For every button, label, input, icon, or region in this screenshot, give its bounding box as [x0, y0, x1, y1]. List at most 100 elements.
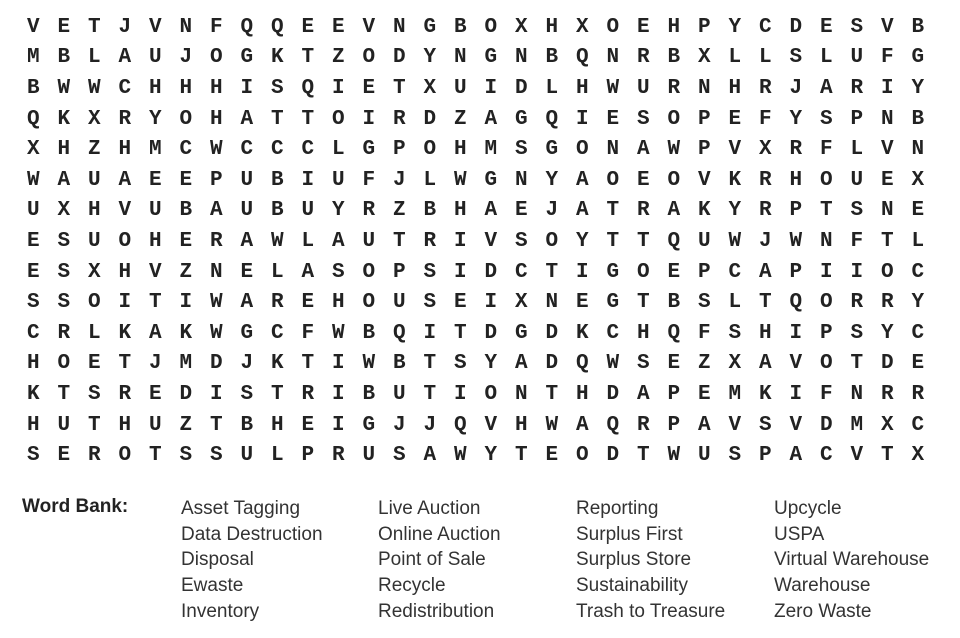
grid-letter[interactable]: X: [26, 138, 40, 162]
grid-letter[interactable]: T: [148, 291, 162, 315]
grid-letter[interactable]: N: [392, 15, 406, 39]
grid-letter[interactable]: G: [240, 46, 254, 70]
grid-letter[interactable]: M: [179, 352, 193, 376]
grid-letter[interactable]: A: [301, 260, 315, 284]
grid-letter[interactable]: W: [362, 352, 376, 376]
grid-letter[interactable]: T: [270, 382, 284, 406]
grid-letter[interactable]: A: [697, 413, 711, 437]
grid-letter[interactable]: H: [667, 15, 681, 39]
grid-letter[interactable]: H: [118, 413, 132, 437]
grid-letter[interactable]: H: [118, 260, 132, 284]
grid-letter[interactable]: F: [362, 168, 376, 192]
grid-letter[interactable]: C: [301, 138, 315, 162]
grid-letter[interactable]: J: [392, 168, 406, 192]
grid-letter[interactable]: L: [911, 229, 925, 253]
grid-letter[interactable]: W: [667, 138, 681, 162]
grid-letter[interactable]: Q: [392, 321, 406, 345]
grid-letter[interactable]: H: [179, 76, 193, 100]
grid-letter[interactable]: C: [270, 138, 284, 162]
grid-letter[interactable]: A: [789, 444, 803, 468]
grid-letter[interactable]: C: [240, 138, 254, 162]
grid-letter[interactable]: R: [880, 291, 894, 315]
grid-letter[interactable]: T: [636, 291, 650, 315]
grid-letter[interactable]: K: [697, 199, 711, 223]
grid-letter[interactable]: W: [606, 76, 620, 100]
grid-letter[interactable]: P: [697, 138, 711, 162]
grid-letter[interactable]: C: [819, 444, 833, 468]
grid-letter[interactable]: K: [758, 382, 772, 406]
grid-letter[interactable]: X: [575, 15, 589, 39]
grid-letter[interactable]: T: [423, 382, 437, 406]
grid-letter[interactable]: E: [362, 76, 376, 100]
grid-letter[interactable]: R: [423, 229, 437, 253]
grid-letter[interactable]: A: [514, 352, 528, 376]
grid-letter[interactable]: U: [240, 199, 254, 223]
grid-letter[interactable]: Z: [87, 138, 101, 162]
grid-letter[interactable]: A: [148, 321, 162, 345]
grid-letter[interactable]: L: [728, 46, 742, 70]
grid-letter[interactable]: T: [392, 76, 406, 100]
grid-letter[interactable]: P: [697, 107, 711, 131]
grid-letter[interactable]: S: [57, 229, 71, 253]
grid-letter[interactable]: A: [484, 107, 498, 131]
grid-letter[interactable]: C: [179, 138, 193, 162]
grid-letter[interactable]: Q: [789, 291, 803, 315]
grid-letter[interactable]: I: [789, 382, 803, 406]
grid-letter[interactable]: V: [789, 413, 803, 437]
grid-letter[interactable]: R: [636, 46, 650, 70]
grid-letter[interactable]: I: [331, 382, 345, 406]
grid-letter[interactable]: Y: [423, 46, 437, 70]
grid-letter[interactable]: S: [392, 444, 406, 468]
grid-letter[interactable]: S: [850, 321, 864, 345]
grid-letter[interactable]: D: [514, 76, 528, 100]
grid-letter[interactable]: R: [87, 444, 101, 468]
grid-letter[interactable]: S: [87, 382, 101, 406]
grid-letter[interactable]: I: [331, 76, 345, 100]
grid-letter[interactable]: Q: [667, 229, 681, 253]
grid-letter[interactable]: U: [26, 199, 40, 223]
grid-letter[interactable]: U: [392, 291, 406, 315]
grid-letter[interactable]: I: [880, 76, 894, 100]
grid-letter[interactable]: O: [606, 168, 620, 192]
grid-letter[interactable]: N: [880, 107, 894, 131]
grid-letter[interactable]: U: [636, 76, 650, 100]
grid-letter[interactable]: T: [850, 352, 864, 376]
grid-letter[interactable]: V: [789, 352, 803, 376]
grid-letter[interactable]: R: [392, 107, 406, 131]
grid-letter[interactable]: H: [57, 138, 71, 162]
grid-letter[interactable]: O: [575, 444, 589, 468]
grid-letter[interactable]: D: [789, 15, 803, 39]
grid-letter[interactable]: O: [118, 229, 132, 253]
grid-letter[interactable]: Y: [545, 168, 559, 192]
grid-letter[interactable]: U: [697, 444, 711, 468]
grid-letter[interactable]: H: [728, 76, 742, 100]
grid-letter[interactable]: B: [667, 46, 681, 70]
grid-letter[interactable]: B: [911, 15, 925, 39]
grid-letter[interactable]: K: [179, 321, 193, 345]
grid-letter[interactable]: O: [667, 107, 681, 131]
grid-letter[interactable]: A: [575, 413, 589, 437]
grid-letter[interactable]: T: [819, 199, 833, 223]
grid-letter[interactable]: G: [606, 260, 620, 284]
grid-letter[interactable]: U: [240, 444, 254, 468]
grid-letter[interactable]: D: [209, 352, 223, 376]
grid-letter[interactable]: B: [57, 46, 71, 70]
grid-letter[interactable]: N: [453, 46, 467, 70]
grid-letter[interactable]: Y: [911, 76, 925, 100]
grid-letter[interactable]: T: [87, 15, 101, 39]
grid-letter[interactable]: E: [179, 168, 193, 192]
grid-letter[interactable]: V: [118, 199, 132, 223]
grid-letter[interactable]: U: [240, 168, 254, 192]
grid-letter[interactable]: A: [57, 168, 71, 192]
grid-letter[interactable]: B: [179, 199, 193, 223]
grid-letter[interactable]: S: [728, 444, 742, 468]
grid-letter[interactable]: W: [545, 413, 559, 437]
grid-letter[interactable]: O: [484, 15, 498, 39]
grid-letter[interactable]: B: [667, 291, 681, 315]
grid-letter[interactable]: D: [179, 382, 193, 406]
grid-letter[interactable]: R: [850, 291, 864, 315]
grid-letter[interactable]: M: [850, 413, 864, 437]
grid-letter[interactable]: V: [850, 444, 864, 468]
grid-letter[interactable]: T: [57, 382, 71, 406]
grid-letter[interactable]: M: [728, 382, 742, 406]
